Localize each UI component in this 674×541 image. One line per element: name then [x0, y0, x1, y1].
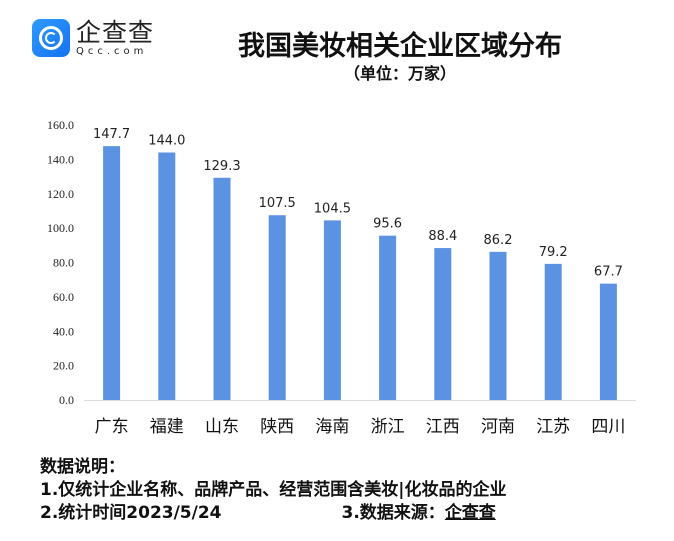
- data-label: 88.4: [428, 229, 457, 244]
- data-label: 104.5: [314, 201, 351, 216]
- bar-海南: [323, 220, 341, 400]
- x-tick-label: 陕西: [260, 417, 294, 437]
- x-tick-label: 浙江: [371, 417, 405, 437]
- data-label: 67.7: [594, 265, 623, 280]
- x-tick-label: 海南: [315, 417, 349, 437]
- x-tick-label: 广东: [95, 417, 129, 437]
- data-label: 107.5: [259, 196, 296, 211]
- data-label: 79.2: [539, 245, 568, 260]
- bar-陕西: [268, 215, 286, 400]
- y-tick-label: 20.0: [53, 359, 74, 373]
- data-label: 147.7: [93, 127, 130, 142]
- x-tick-label: 山东: [205, 417, 239, 437]
- notes-line2: 2.统计时间2023/5/24: [40, 503, 222, 523]
- logo-cn: 企查查: [76, 17, 155, 47]
- y-tick-label: 160.0: [47, 118, 74, 132]
- notes-line3-source: 企查查: [444, 503, 496, 523]
- data-label: 86.2: [484, 233, 513, 248]
- bar-山东: [213, 177, 231, 400]
- bar-四川: [599, 283, 617, 400]
- y-tick-label: 80.0: [53, 256, 74, 270]
- data-label: 129.3: [203, 159, 240, 174]
- y-tick-label: 60.0: [53, 290, 74, 304]
- logo-en: Qcc.com: [76, 45, 148, 57]
- bar-江西: [434, 248, 452, 400]
- bar-福建: [158, 152, 176, 400]
- y-tick-label: 100.0: [47, 221, 74, 235]
- notes-line1: 1.仅统计企业名称、品牌产品、经营范围含美妆|化妆品的企业: [40, 480, 507, 500]
- notes-heading: 数据说明：: [40, 457, 125, 477]
- data-notes: 数据说明： 1.仅统计企业名称、品牌产品、经营范围含美妆|化妆品的企业 2.统计…: [40, 456, 507, 525]
- data-label: 144.0: [148, 134, 185, 149]
- x-tick-label: 福建: [150, 417, 184, 437]
- x-tick-label: 江西: [426, 417, 460, 437]
- chart-title: 我国美妆相关企业区域分布: [238, 31, 562, 62]
- y-tick-label: 0.0: [59, 393, 74, 407]
- bar-广东: [103, 146, 121, 400]
- qcc-logo-icon: [32, 19, 70, 57]
- data-label: 95.6: [373, 217, 402, 232]
- bar-江苏: [544, 263, 562, 400]
- x-tick-label: 四川: [591, 417, 625, 437]
- x-tick-label: 江苏: [536, 417, 570, 437]
- y-tick-label: 140.0: [47, 152, 74, 166]
- y-tick-label: 120.0: [47, 187, 74, 201]
- y-tick-label: 40.0: [53, 324, 74, 338]
- notes-line3: 3.数据来源：企查查: [342, 502, 496, 525]
- x-tick-label: 河南: [481, 417, 515, 437]
- bar-浙江: [379, 235, 397, 400]
- qcc-logo: 企查查 Qcc.com: [32, 19, 154, 57]
- chart-subtitle: （单位：万家）: [343, 64, 456, 83]
- notes-line3-prefix: 3.数据来源：: [341, 503, 445, 523]
- bar-河南: [489, 251, 507, 400]
